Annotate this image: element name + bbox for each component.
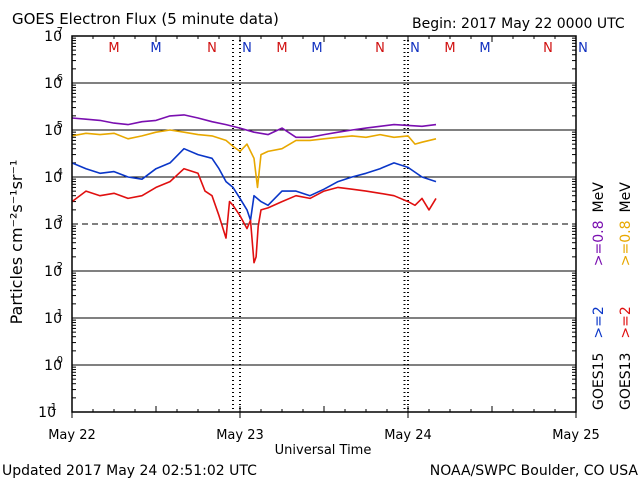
x-tick-label: May 24 [384, 428, 432, 443]
y-tick-exponent: 1 [57, 308, 63, 319]
x-tick-label: May 23 [216, 428, 264, 443]
x-tick-label: May 22 [48, 428, 96, 443]
y-tick-exponent: 3 [57, 214, 63, 225]
orbit-marker: M [444, 41, 455, 56]
x-tick-label: May 25 [552, 428, 600, 443]
legend-energy-08: >=0.8 [618, 220, 634, 266]
y-tick-exponent: -1 [47, 402, 57, 413]
y-tick-label: 100 [44, 355, 63, 374]
y-tick-label: 10-1 [38, 402, 57, 421]
y-tick-exponent: 5 [57, 120, 63, 131]
y-tick-label: 103 [44, 214, 63, 233]
orbit-marker: M [108, 41, 119, 56]
legend-unit: MeV [618, 182, 634, 213]
legend: GOES15 >=2 >=0.8 MeV GOES13 >=2 >=0.8 MeV [591, 182, 634, 410]
y-tick-label: 106 [44, 73, 63, 92]
y-tick-label: 102 [44, 261, 63, 280]
grid-lines [71, 35, 577, 418]
orbit-marker: N [375, 41, 385, 56]
y-tick-label: 101 [44, 308, 63, 327]
y-tick-label: 105 [44, 120, 63, 139]
begin-date: Begin: 2017 May 22 0000 UTC [412, 16, 625, 32]
series-line-goes13_2 [71, 167, 437, 264]
orbit-marker: N [543, 41, 553, 56]
orbit-marker: M [276, 41, 287, 56]
legend-energy-08: >=0.8 [591, 220, 607, 266]
orbit-marker: M [479, 41, 490, 56]
credit: NOAA/SWPC Boulder, CO USA [430, 463, 639, 479]
legend-energy-2: >=2 [618, 306, 634, 338]
orbit-marker: M [311, 41, 322, 56]
flux-series [71, 114, 437, 264]
y-tick-exponent: 7 [57, 26, 63, 37]
plot-frame [71, 35, 577, 413]
y-tick-label: 107 [44, 26, 63, 45]
orbit-marker: N [578, 41, 588, 56]
orbit-marker: N [242, 41, 252, 56]
legend-entry-goes15: GOES15 >=2 >=0.8 MeV [591, 182, 607, 410]
day-boundary-dots [232, 40, 409, 412]
orbit-marker: N [410, 41, 420, 56]
y-axis-label: Particles cm⁻²s⁻¹sr⁻¹ [7, 160, 26, 325]
y-tick-exponent: 0 [57, 355, 63, 366]
legend-satellite: GOES13 [618, 353, 634, 410]
legend-satellite: GOES15 [591, 353, 607, 410]
series-line-goes15_08 [71, 114, 437, 139]
orbit-marker: M [150, 41, 161, 56]
y-tick-exponent: 6 [57, 73, 63, 84]
updated-timestamp: Updated 2017 May 24 02:51:02 UTC [2, 463, 257, 479]
series-line-goes13_08 [71, 129, 437, 189]
x-axis-label: Universal Time [275, 443, 372, 458]
legend-energy-2: >=2 [591, 306, 607, 338]
series-line-goes15_2 [71, 147, 437, 222]
x-tick-labels: May 22 May 23 May 24 May 25 [48, 428, 600, 443]
chart-title: GOES Electron Flux (5 minute data) [12, 10, 279, 28]
legend-entry-goes13: GOES13 >=2 >=0.8 MeV [618, 182, 634, 410]
legend-unit: MeV [591, 182, 607, 213]
y-tick-exponent: 2 [57, 261, 63, 272]
y-tick-exponent: 4 [57, 167, 63, 178]
y-tick-label: 104 [44, 167, 63, 186]
orbit-marker: N [207, 41, 217, 56]
